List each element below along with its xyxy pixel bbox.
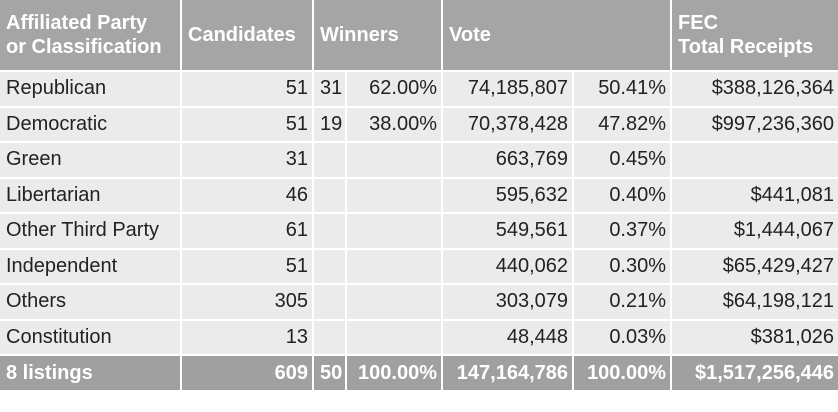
table-cell <box>344 318 444 356</box>
table-cell: $381,026 <box>670 318 838 356</box>
table-cell <box>312 283 347 321</box>
footer-cell: 609 <box>180 354 314 392</box>
table-cell: 51 <box>180 70 314 108</box>
header-text: FEC <box>678 12 719 34</box>
header-text: Total Receipts <box>678 36 814 58</box>
table-cell <box>312 176 347 214</box>
footer-row: 8 listings 609 50 100.00% 147,164,786 100.00%… <box>0 354 838 392</box>
table-cell: 62.00% <box>344 70 444 108</box>
table-cell: 663,769 <box>441 141 575 179</box>
header-text: Vote <box>449 24 491 46</box>
table-cell <box>312 318 347 356</box>
table-cell: 0.45% <box>572 141 673 179</box>
table-cell: Constitution <box>0 318 182 356</box>
table-cell <box>344 283 444 321</box>
results-table: Affiliated Party or Classification Candida… <box>0 0 838 392</box>
table-cell: 50.41% <box>572 70 673 108</box>
footer-cell: 8 listings <box>0 354 182 392</box>
table-row: Others 305 303,079 0.21% $64,198,121 <box>0 283 838 321</box>
table-cell: Green <box>0 141 182 179</box>
header-text: Candidates <box>188 24 296 46</box>
table-cell: Other Third Party <box>0 212 182 250</box>
table-cell: $441,081 <box>670 176 838 214</box>
table-cell <box>312 247 347 285</box>
table-cell: 38.00% <box>344 105 444 143</box>
table-cell: 61 <box>180 212 314 250</box>
table-cell: 440,062 <box>441 247 575 285</box>
table-cell: $64,198,121 <box>670 283 838 321</box>
table-cell: 0.40% <box>572 176 673 214</box>
table-cell: 48,448 <box>441 318 575 356</box>
table-cell: 51 <box>180 247 314 285</box>
header-text: Winners <box>320 24 399 46</box>
table-cell: 31 <box>312 70 347 108</box>
header-cell: Affiliated Party or Classification <box>0 0 182 72</box>
table-cell: 0.37% <box>572 212 673 250</box>
table-cell: 305 <box>180 283 314 321</box>
table-cell: Libertarian <box>0 176 182 214</box>
table-cell: $997,236,360 <box>670 105 838 143</box>
table-cell: 549,561 <box>441 212 575 250</box>
table-row: Independent 51 440,062 0.30% $65,429,427 <box>0 247 838 285</box>
table-cell: $1,444,067 <box>670 212 838 250</box>
table-cell: 19 <box>312 105 347 143</box>
table-header: Affiliated Party or Classification Candida… <box>0 0 838 72</box>
footer-cell: 100.00% <box>572 354 673 392</box>
table-cell <box>344 141 444 179</box>
header-cell: FEC Total Receipts <box>670 0 838 72</box>
footer-cell: 100.00% <box>344 354 444 392</box>
table-row: Libertarian 46 595,632 0.40% $441,081 <box>0 176 838 214</box>
table-cell: 0.03% <box>572 318 673 356</box>
table-cell: 595,632 <box>441 176 575 214</box>
table-cell <box>344 212 444 250</box>
footer-cell: 50 <box>312 354 347 392</box>
table-cell: Others <box>0 283 182 321</box>
header-cell: Vote <box>441 0 673 72</box>
table-cell <box>344 176 444 214</box>
table-cell: Democratic <box>0 105 182 143</box>
table-footer: 8 listings 609 50 100.00% 147,164,786 100.00%… <box>0 354 838 392</box>
table-cell <box>670 141 838 179</box>
header-text: or Classification <box>6 36 162 58</box>
table-row: Constitution 13 48,448 0.03% $381,026 <box>0 318 838 356</box>
table-cell <box>312 212 347 250</box>
table-cell: 31 <box>180 141 314 179</box>
table-cell <box>312 141 347 179</box>
table-cell: 0.21% <box>572 283 673 321</box>
table-cell: 303,079 <box>441 283 575 321</box>
table-body: Republican 51 31 62.00% 74,185,807 50.41% $388… <box>0 70 838 356</box>
table-cell: Republican <box>0 70 182 108</box>
footer-cell: 147,164,786 <box>441 354 575 392</box>
table-row: Democratic 51 19 38.00% 70,378,428 47.82% $997… <box>0 105 838 143</box>
header-cell: Winners <box>311 0 444 72</box>
table-row: Green 31 663,769 0.45% <box>0 141 838 179</box>
table-cell: $65,429,427 <box>670 247 838 285</box>
table-cell: 13 <box>180 318 314 356</box>
header-row: Affiliated Party or Classification Candida… <box>0 0 838 72</box>
table-cell: $388,126,364 <box>670 70 838 108</box>
table-cell <box>344 247 444 285</box>
table-cell: 47.82% <box>572 105 673 143</box>
footer-cell: $1,517,256,446 <box>670 354 838 392</box>
table-cell: 0.30% <box>572 247 673 285</box>
table-cell: 46 <box>180 176 314 214</box>
table-row: Republican 51 31 62.00% 74,185,807 50.41% $388… <box>0 70 838 108</box>
table-cell: 74,185,807 <box>441 70 575 108</box>
table-cell: 70,378,428 <box>441 105 575 143</box>
table-cell: 51 <box>180 105 314 143</box>
header-cell: Candidates <box>180 0 314 72</box>
table-cell: Independent <box>0 247 182 285</box>
table-row: Other Third Party 61 549,561 0.37% $1,444,06… <box>0 212 838 250</box>
header-text: Affiliated Party <box>6 12 148 34</box>
